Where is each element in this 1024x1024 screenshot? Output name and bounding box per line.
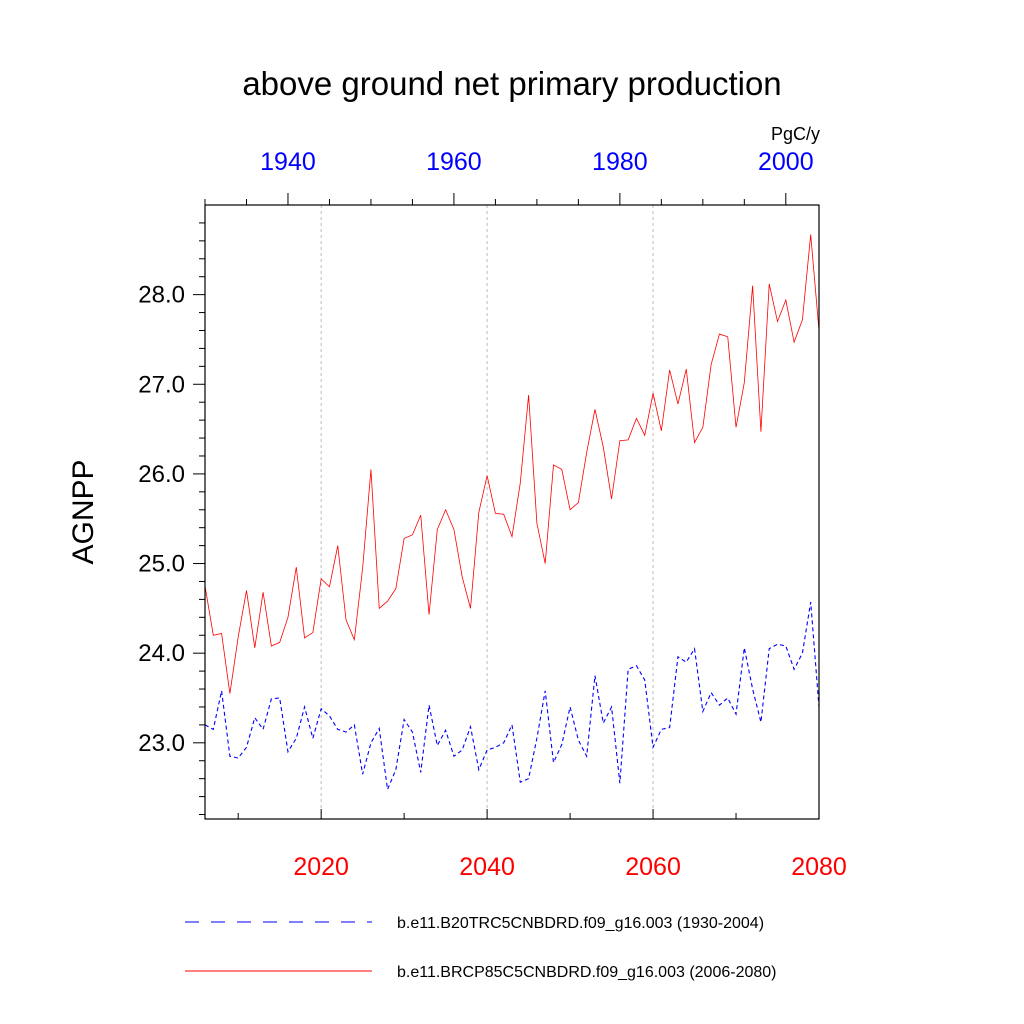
series-line-1 [204,601,820,792]
ytick-label: 25.0 [138,551,185,578]
y-tick-labels: 23.0 24.0 25.0 26.0 27.0 28.0 [138,282,185,757]
y-axis-label: AGNPP [67,459,100,564]
legend: b.e11.B20TRC5CNBDRD.f09_g16.003 (1930-20… [185,915,776,981]
xtick-top-label: 1960 [426,148,482,176]
series-line-2 [204,234,820,694]
xtick-bottom-label: 2060 [625,853,681,881]
xtick-bottom-label: 2080 [791,853,847,881]
xtick-top-label: 1980 [592,148,648,176]
legend-label-2: b.e11.BRCP85C5CNBDRD.f09_g16.003 (2006-2… [397,964,776,981]
xtick-top-label: 1940 [260,148,316,176]
ytick-label: 23.0 [138,730,185,757]
units-label: PgC/y [771,124,820,144]
axis-ticks [193,193,820,819]
bottom-tick-labels: 2020 2040 2060 2080 [293,853,846,881]
ytick-label: 28.0 [138,282,185,309]
ytick-label: 24.0 [138,640,185,667]
series-group [204,234,820,792]
xtick-bottom-label: 2040 [459,853,515,881]
xtick-bottom-label: 2020 [293,853,349,881]
xtick-top-label: 2000 [758,148,814,176]
top-tick-labels: 1940 1960 1980 2000 [260,148,813,176]
ytick-label: 27.0 [138,371,185,398]
plot-frame [204,204,820,820]
ytick-label: 26.0 [138,461,185,488]
grid-lines [320,205,654,819]
legend-label-1: b.e11.B20TRC5CNBDRD.f09_g16.003 (1930-20… [397,915,764,932]
chart-title: above ground net primary production [242,65,781,102]
